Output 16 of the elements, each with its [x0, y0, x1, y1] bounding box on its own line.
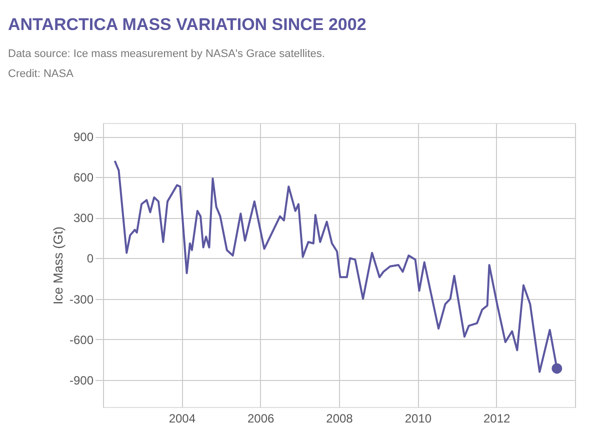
y-tick-label: 0	[86, 252, 94, 266]
text: Credit: NASA	[8, 68, 74, 80]
chart-title: ANTARCTICA MASS VARIATION SINCE 2002	[8, 15, 366, 34]
y-axis-title: Ice Mass (Gt)	[50, 226, 66, 305]
y-tick-label: -900	[69, 373, 94, 388]
y-tick-label: 900	[73, 130, 94, 144]
source-note: Data source: Ice mass measurement by NASA's Grace satellites.	[8, 48, 325, 60]
x-tick-label: 2008	[326, 412, 354, 426]
x-tick-label: 2004	[168, 412, 196, 426]
x-tick-label: 2012	[483, 412, 511, 426]
y-tick-label: 300	[73, 211, 94, 226]
x-tick-label: 2010	[404, 412, 432, 426]
y-tick-label: -300	[69, 292, 94, 306]
x-tick-label: 2006	[247, 412, 275, 426]
y-tick-label: -600	[69, 332, 94, 347]
y-tick-label: 600	[73, 170, 94, 185]
